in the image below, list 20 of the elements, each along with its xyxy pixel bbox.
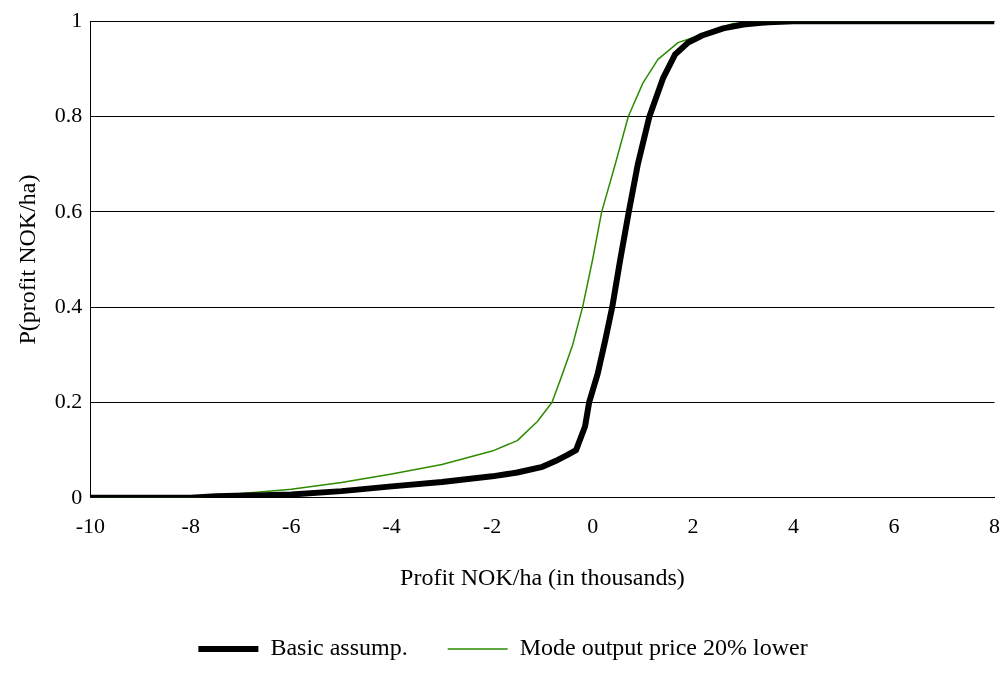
x-tick-label: -10 <box>75 512 105 538</box>
x-tick-label: -8 <box>181 512 200 538</box>
y-tick-label: 0.2 <box>54 388 83 414</box>
x-axis-title: Profit NOK/ha (in thousands) <box>400 563 685 590</box>
x-tick-label: -2 <box>483 512 502 538</box>
y-tick-label: 0.4 <box>54 292 83 318</box>
legend-label: Mode output price 20% lower <box>519 634 808 661</box>
x-tick-label: 0 <box>587 512 599 538</box>
y-tick-label: 1 <box>71 6 83 32</box>
x-tick-label: -6 <box>282 512 301 538</box>
y-tick-label: 0.6 <box>54 197 83 223</box>
x-tick-label: -4 <box>382 512 401 538</box>
x-tick-label: 2 <box>687 512 699 538</box>
y-tick-label: 0.8 <box>54 102 83 128</box>
x-tick-label: 4 <box>788 512 800 538</box>
legend-label: Basic assump. <box>270 634 408 661</box>
y-tick-label: 0 <box>71 483 83 509</box>
x-tick-label: 6 <box>888 512 900 538</box>
x-tick-label: 8 <box>989 512 1000 538</box>
y-axis-title: P(profit NOK/ha) <box>13 174 40 345</box>
